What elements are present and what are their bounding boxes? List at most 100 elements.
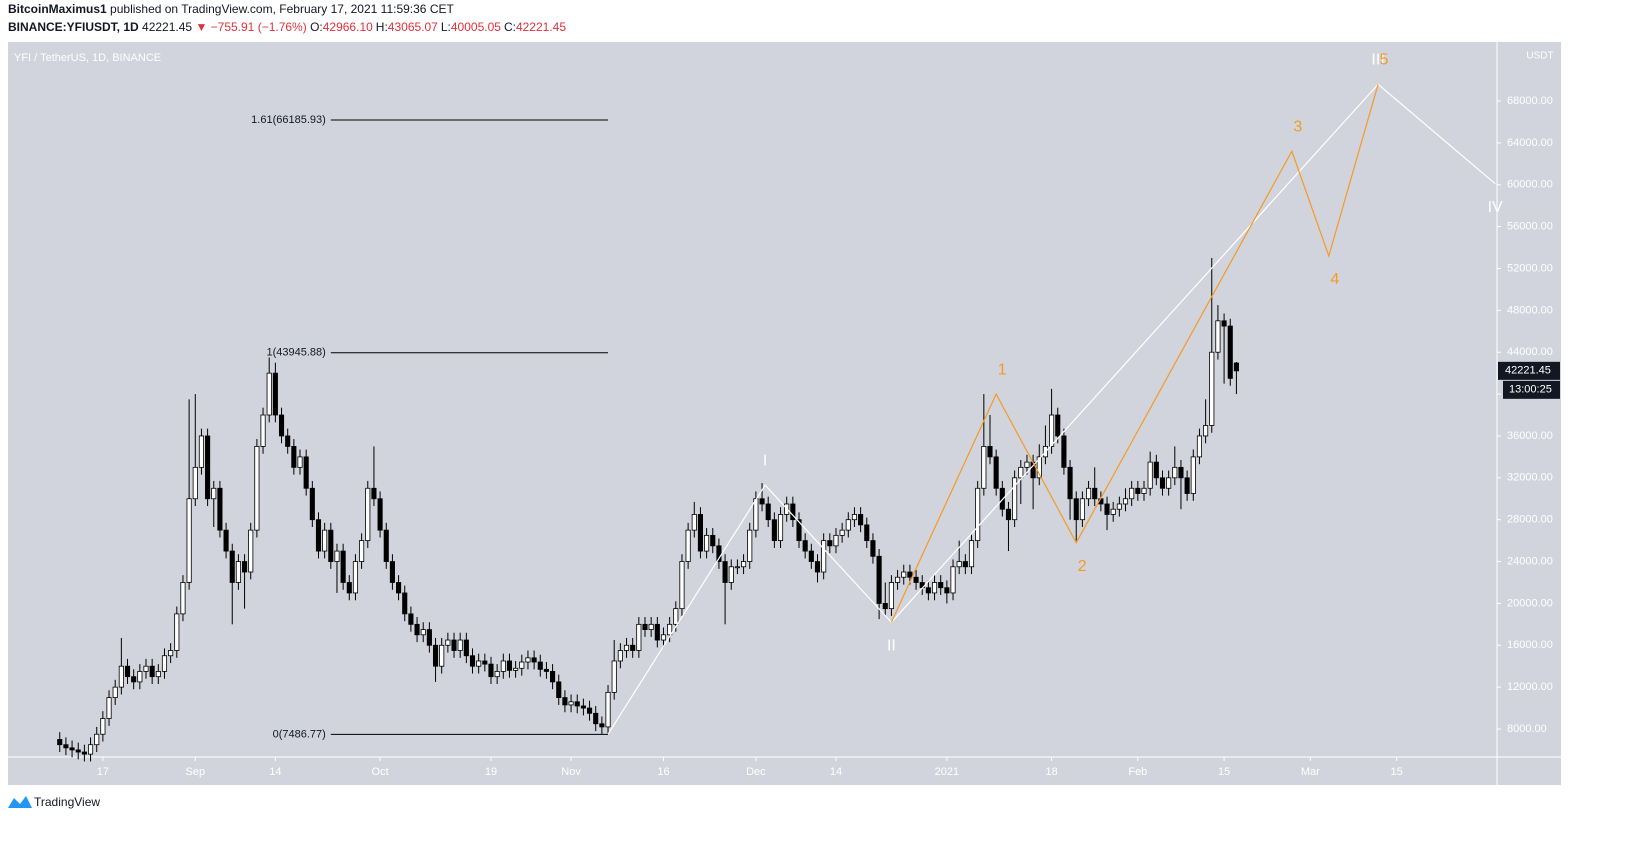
candle-body <box>710 534 716 547</box>
y-tick-label: 56000.00 <box>1507 221 1553 233</box>
fib-label: 0(7486.77) <box>273 728 326 740</box>
fib-label: 1(43945.88) <box>266 347 325 359</box>
quote-value: 40005.05 <box>450 20 501 34</box>
candle-body <box>931 582 938 594</box>
quote-label: L: <box>440 20 451 34</box>
candle-body <box>673 608 679 625</box>
candle-body <box>94 733 100 746</box>
countdown: 13:00:25 <box>1509 384 1552 396</box>
candle-body <box>623 644 630 651</box>
candle-body <box>568 701 574 706</box>
candle-body <box>617 650 623 662</box>
candle-body <box>851 514 858 521</box>
candle-body <box>1092 487 1098 500</box>
candle-body <box>217 487 223 531</box>
candle-body <box>821 540 827 573</box>
candle-body <box>574 701 580 707</box>
candle-body <box>223 529 229 552</box>
candle-body <box>63 744 69 749</box>
candle-body <box>543 668 549 672</box>
candle-body <box>1203 425 1209 437</box>
brand-logo <box>8 796 32 808</box>
candle-body <box>599 723 605 728</box>
candle-body <box>402 592 408 615</box>
last-price-box <box>1498 361 1560 380</box>
x-tick-label: Mar <box>1301 766 1320 778</box>
candle-body <box>593 712 599 725</box>
fib-label: 1.61(66185.93) <box>251 114 326 126</box>
candle-body <box>1104 503 1110 515</box>
wave-label: 4 <box>1330 271 1339 288</box>
change: ▼ −755.91 (−1.76%) <box>195 20 307 34</box>
candle-body <box>500 660 506 672</box>
candle-body <box>648 623 654 630</box>
candle-body <box>143 665 149 672</box>
y-tick-label: 44000.00 <box>1507 346 1553 358</box>
candle-body <box>322 529 328 552</box>
published: published on TradingView.com, February 1… <box>110 2 454 16</box>
candle-body <box>100 718 106 735</box>
x-tick-label: Oct <box>372 766 389 778</box>
brand: TradingView <box>34 795 100 809</box>
candle-body <box>895 576 901 583</box>
wave-label: 2 <box>1078 558 1087 575</box>
candle-body <box>445 639 451 646</box>
x-tick-label: 15 <box>1218 766 1230 778</box>
y-tick-label: 12000.00 <box>1507 681 1553 693</box>
candle-body <box>168 650 174 657</box>
candle-body <box>704 534 710 552</box>
candle-body <box>864 524 870 542</box>
x-tick-label: Feb <box>1128 766 1147 778</box>
candle-body <box>537 661 543 670</box>
y-tick-label: 64000.00 <box>1507 137 1553 149</box>
candle-body <box>586 707 593 714</box>
candle-body <box>981 446 987 489</box>
candle-body <box>383 529 389 562</box>
candle-body <box>155 671 161 678</box>
candle-body <box>697 514 703 552</box>
candle-body <box>69 747 75 751</box>
candle-body <box>771 519 777 542</box>
candle-body <box>192 466 198 500</box>
candle-body <box>87 744 94 755</box>
candle-body <box>186 498 192 583</box>
wave-label: IV <box>1488 199 1503 216</box>
candle-body <box>494 671 500 678</box>
candle-body <box>876 555 882 604</box>
y-tick-label: 8000.00 <box>1507 723 1547 735</box>
candle-body <box>278 414 285 437</box>
candle-body <box>765 503 771 521</box>
candle-body <box>149 665 155 678</box>
candle-body <box>254 446 260 531</box>
candle-body <box>272 372 278 416</box>
candle-body <box>531 657 537 663</box>
wave-label: II <box>887 637 896 654</box>
candle-body <box>1215 320 1221 353</box>
candle-body <box>297 456 303 468</box>
candle-body <box>328 529 334 562</box>
candle-body <box>1178 466 1184 479</box>
candle-body <box>722 561 728 583</box>
candle-body <box>506 660 513 671</box>
candle-body <box>1141 487 1147 494</box>
candle-body <box>802 540 808 552</box>
candle-body <box>999 487 1005 510</box>
last: 42221.45 <box>142 20 193 34</box>
y-tick-label: 32000.00 <box>1507 472 1553 484</box>
candle-body <box>180 582 186 615</box>
last-price-label: 42221.45 <box>1505 365 1551 377</box>
candle-body <box>81 751 87 755</box>
candle-body <box>741 561 747 568</box>
y-tick-label: 68000.00 <box>1507 95 1553 107</box>
countdown-box <box>1503 380 1560 399</box>
candle-body <box>198 435 204 468</box>
candle-body <box>525 657 531 663</box>
y-tick-label: 20000.00 <box>1507 597 1553 609</box>
x-tick-label: 19 <box>485 766 497 778</box>
candle-body <box>950 566 956 594</box>
candle-body <box>260 414 266 447</box>
candle-body <box>1172 466 1178 479</box>
y-tick-label: 28000.00 <box>1507 514 1553 526</box>
